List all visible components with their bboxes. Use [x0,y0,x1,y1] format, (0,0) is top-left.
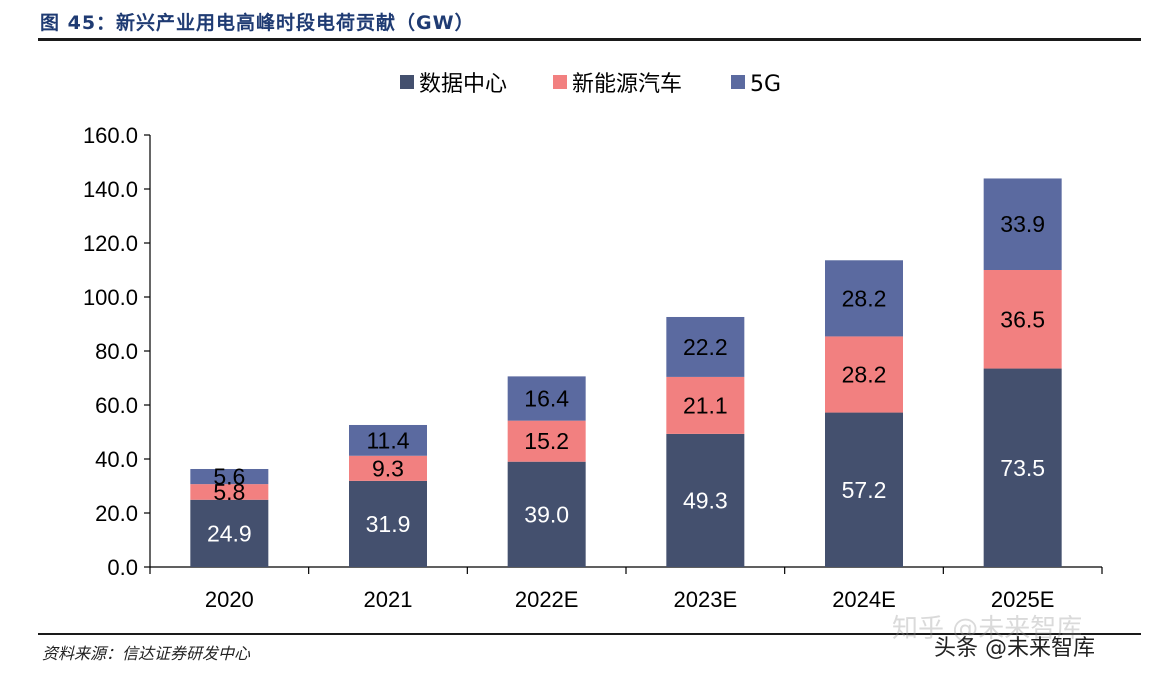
data-label: 15.2 [524,428,569,454]
y-tick-label: 0.0 [107,555,138,580]
data-label: 33.9 [1000,211,1045,237]
y-tick-label: 40.0 [95,447,138,472]
bar-segment-2 [825,260,903,337]
x-tick-label: 2020 [205,587,254,612]
bar-segment-2 [666,316,745,377]
data-label: 57.2 [842,477,887,503]
data-label: 5.6 [213,464,245,490]
bar-segment-0 [507,461,586,567]
data-label: 11.4 [366,427,409,453]
legend-label-2: 5G [750,72,781,97]
source-note: 资料来源：信达证券研发中心 [42,644,251,663]
data-label: 73.5 [1000,455,1045,481]
stacked-bar-chart: 数据中心 新能源汽车 5G 0.0 20.0 40.0 60.0 80.0 100.0 120.0… [83,72,1103,612]
bottom-rule [38,633,1141,635]
data-label: 22.2 [683,334,728,360]
bar-segment-1 [349,455,427,481]
y-tick-label: 160.0 [83,123,138,148]
data-label: 24.9 [207,520,252,546]
x-tick-label: 2023E [674,587,738,612]
x-tick-label: 2024E [832,587,896,612]
bar-segment-1 [507,420,586,462]
y-tick-label: 120.0 [83,231,138,256]
data-label: 49.3 [683,487,728,513]
data-label: 28.2 [842,361,887,387]
data-label: 21.1 [683,392,728,418]
watermark-ghost-text: 知乎 @未来智库 [892,614,1083,644]
bar-segment-2 [983,178,1062,270]
data-label: 28.2 [842,285,887,311]
y-tick-label: 80.0 [95,339,138,364]
bar-segment-1 [825,336,903,413]
legend-label-1: 新能源汽车 [572,72,682,97]
bar-segment-0 [825,412,903,567]
bar-segment-1 [983,270,1062,369]
bar-segment-0 [190,499,269,567]
y-tick-label: 140.0 [83,177,138,202]
x-tick-label: 2021 [364,587,413,612]
bar-segment-0 [349,480,427,567]
bar-segment-0 [666,433,745,567]
figure-title: 图 45：新兴产业用电高峰时段电荷贡献（GW） [40,12,475,34]
y-tick-label: 100.0 [83,285,138,310]
data-label: 9.3 [372,455,404,481]
data-label: 16.4 [524,386,569,412]
bar-segment-2 [349,424,427,456]
data-label: 36.5 [1000,306,1045,332]
data-label: 39.0 [524,501,569,527]
bar-segment-1 [190,484,269,500]
top-rule [38,38,1141,41]
legend-swatch-0 [400,75,414,89]
y-tick-label: 20.0 [95,501,138,526]
y-tick-label: 60.0 [95,393,138,418]
bar-segment-0 [983,368,1062,567]
bar-segment-1 [666,376,745,434]
data-label: 31.9 [366,511,411,537]
legend-swatch-1 [553,75,567,89]
x-tick-label: 2022E [515,587,579,612]
bar-segment-2 [507,376,586,421]
legend-swatch-2 [731,75,745,89]
x-tick-label: 2025E [991,587,1055,612]
legend-label-0: 数据中心 [419,72,507,97]
watermark-text: 头条 @未来智库 [934,636,1095,661]
bar-segment-2 [190,468,269,485]
